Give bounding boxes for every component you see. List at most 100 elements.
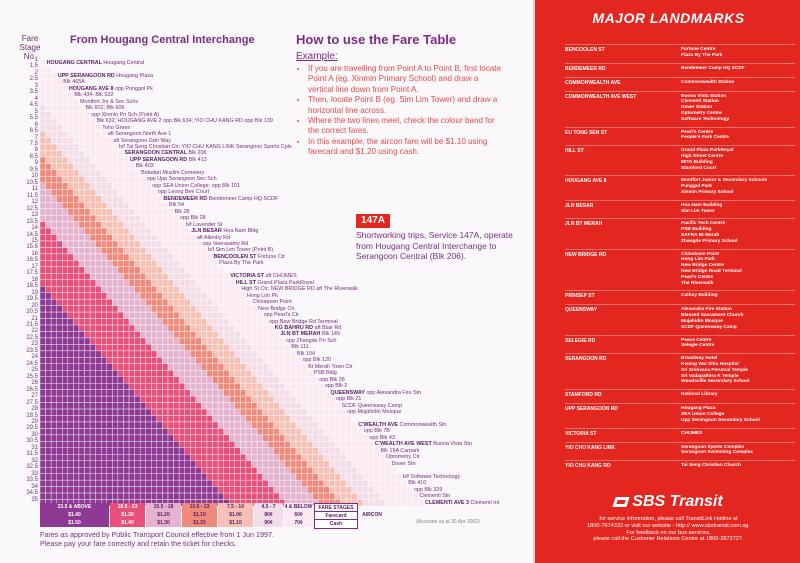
fare-cell <box>223 389 230 397</box>
fare-cell <box>212 350 219 358</box>
fare-cell <box>84 415 91 423</box>
fare-cell <box>195 370 202 377</box>
stop-label: Blk 434; Blk 532 <box>74 92 114 99</box>
fare-cell <box>340 454 347 461</box>
fare-cell <box>112 408 119 416</box>
fare-cell <box>256 318 263 326</box>
fare-cell <box>128 408 135 416</box>
fare-cell <box>201 473 208 481</box>
fare-cell <box>156 253 163 261</box>
fare-cell <box>106 234 113 242</box>
fare-cell <box>234 395 241 403</box>
fare-cell <box>273 492 280 500</box>
fare-cell <box>295 492 302 500</box>
fare-cell <box>78 292 85 300</box>
fare-cell <box>128 473 135 481</box>
fare-cell <box>240 447 247 455</box>
fare-cell <box>262 441 269 449</box>
fare-cell <box>351 486 358 494</box>
fare-cell <box>62 486 69 494</box>
fare-cell <box>167 428 174 436</box>
fare-cell <box>167 318 174 326</box>
fare-cell <box>106 454 113 461</box>
fare-cell <box>267 447 274 455</box>
fare-cell <box>139 441 146 449</box>
fare-cell <box>284 350 291 358</box>
fare-cell <box>245 350 252 358</box>
fare-cell <box>229 486 235 494</box>
fare-cell <box>40 176 46 184</box>
fare-cell <box>195 382 202 390</box>
fare-cell <box>95 454 102 461</box>
fare-cell <box>245 337 252 345</box>
fare-cell <box>56 454 63 461</box>
fare-cell <box>40 357 46 364</box>
fare-cell <box>50 305 57 313</box>
fare-cell <box>351 434 358 442</box>
fare-cell <box>62 454 69 461</box>
fare-cell <box>84 182 91 190</box>
fare-cell <box>101 370 107 377</box>
fare-cell <box>323 389 330 397</box>
fare-cell <box>56 408 63 416</box>
fare-cell <box>62 370 69 377</box>
fare-cell <box>134 324 141 332</box>
fare-cell <box>251 428 258 436</box>
fare-cell <box>229 292 235 300</box>
fare-cell <box>123 415 130 423</box>
fare-cell <box>106 460 113 468</box>
fare-cell <box>201 421 208 429</box>
fare-cell <box>201 479 208 487</box>
fare-cell <box>262 357 269 364</box>
fare-cell <box>45 105 52 112</box>
fare-cell <box>89 266 96 274</box>
fare-cell <box>156 202 163 209</box>
fare-cell <box>151 454 158 461</box>
fare-cell <box>139 344 146 352</box>
example-label: Example: <box>296 51 338 62</box>
fare-cell <box>267 441 274 449</box>
fare-cell <box>134 253 141 261</box>
fare-cell <box>106 214 113 222</box>
fare-cell <box>201 467 208 474</box>
fare-cell <box>84 382 91 390</box>
fare-cell <box>357 486 363 494</box>
fare-cell <box>190 370 197 377</box>
fare-cell <box>56 176 63 184</box>
fare-cell <box>256 324 263 332</box>
fare-cell <box>78 182 85 190</box>
fare-cell <box>290 486 297 494</box>
fare-cell <box>201 247 208 255</box>
fare-cell <box>262 318 269 326</box>
fare-cell <box>123 492 130 500</box>
fare-cell <box>184 344 191 352</box>
fare-cell <box>173 376 180 384</box>
fare-cell <box>40 202 46 209</box>
fare-cell <box>78 318 85 326</box>
fare-cell <box>234 467 241 474</box>
fare-cell <box>195 279 202 287</box>
fare-cell <box>40 66 46 74</box>
fare-cell <box>67 266 74 274</box>
fare-cell <box>284 421 291 429</box>
fare-cell <box>357 460 363 468</box>
legend-cell: $1.00 <box>218 511 253 519</box>
fare-cell <box>73 428 80 436</box>
fare-cell <box>162 460 169 468</box>
landmark-road: BENDEMEER RD <box>565 65 606 72</box>
fare-cell <box>134 195 141 203</box>
fare-cell <box>73 441 80 449</box>
fare-cell <box>295 402 302 410</box>
fare-cell <box>234 415 241 423</box>
fare-cell <box>212 324 219 332</box>
fare-cell <box>351 479 358 487</box>
fare-cell <box>128 311 135 319</box>
stop-label: opp Veerasamy Rd <box>202 240 249 247</box>
fare-cell <box>206 460 213 468</box>
fare-cell <box>123 460 130 468</box>
fare-cell <box>117 195 124 203</box>
fare-cell <box>78 208 85 216</box>
fare-cell <box>201 454 208 461</box>
fare-cell <box>173 402 180 410</box>
fare-cell <box>334 460 341 468</box>
